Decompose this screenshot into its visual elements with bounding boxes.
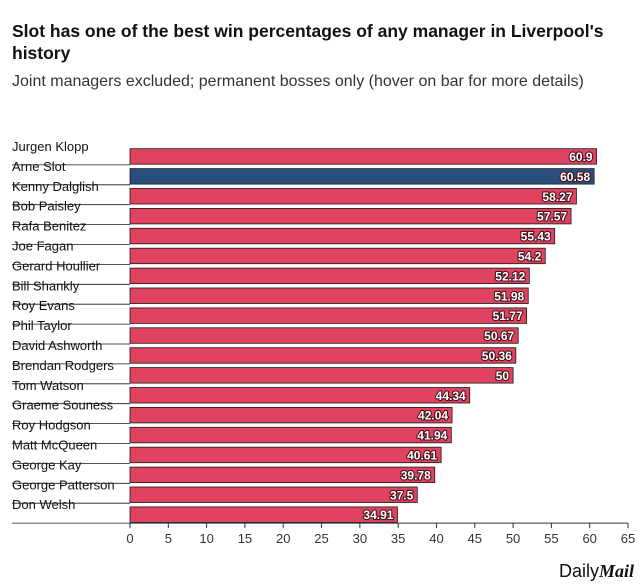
category-label-matt-mcqueen: Matt McQueen: [12, 438, 97, 453]
x-tick-label: 10: [199, 531, 213, 546]
bar-george-patterson[interactable]: [129, 486, 418, 503]
bar-value-label: 52.12: [495, 269, 525, 283]
bar-roy-evans[interactable]: [129, 307, 528, 324]
bar-value-label: 58.27: [542, 190, 572, 204]
x-tick-label: 60: [582, 531, 596, 546]
x-tick-label: 40: [429, 531, 443, 546]
category-label-arne-slot: Arne Slot: [12, 159, 66, 174]
bar-value-label: 37.5: [390, 488, 414, 502]
bar-kenny-dalglish[interactable]: [129, 188, 577, 205]
x-tick-label: 15: [238, 531, 252, 546]
x-tick-label: 65: [621, 531, 635, 546]
category-label-david-ashworth: David Ashworth: [12, 338, 102, 353]
bar-david-ashworth[interactable]: [129, 347, 517, 364]
category-label-tom-watson: Tom Watson: [12, 378, 84, 393]
category-label-don-welsh: Don Welsh: [12, 497, 75, 512]
bar-value-label: 54.2: [518, 249, 542, 263]
bar-roy-hodgson[interactable]: [129, 426, 452, 444]
bar-value-label: 50.36: [482, 349, 512, 363]
bar-joe-fagan[interactable]: [129, 247, 546, 265]
bar-jurgen-klopp[interactable]: [129, 148, 597, 165]
bar-value-label: 55.43: [521, 230, 551, 244]
x-tick-label: 45: [468, 531, 482, 546]
bar-rafa-benitez[interactable]: [129, 227, 556, 245]
x-tick-label: 50: [506, 531, 520, 546]
daily-mail-logo: DailyMail: [558, 561, 634, 581]
bar-value-label: 42.04: [418, 409, 448, 423]
bar-graeme-souness[interactable]: [129, 406, 453, 424]
bar-brendan-rodgers[interactable]: [129, 367, 514, 384]
bar-value-label: 60.58: [560, 170, 590, 184]
bar-arne-slot[interactable]: [129, 168, 595, 185]
chart-subtitle: Joint managers excluded; permanent bosse…: [12, 73, 584, 90]
bar-value-label: 44.34: [436, 389, 466, 403]
category-label-phil-taylor: Phil Taylor: [12, 318, 72, 333]
category-label-george-kay: George Kay: [12, 457, 82, 472]
bar-george-kay[interactable]: [129, 466, 436, 484]
x-tick-label: 20: [276, 531, 290, 546]
x-tick-label: 5: [165, 531, 172, 546]
x-tick-label: 55: [544, 531, 558, 546]
bar-gerard-houllier[interactable]: [129, 267, 530, 285]
category-label-bob-paisley: Bob Paisley: [12, 199, 81, 214]
category-label-gerard-houllier: Gerard Houllier: [12, 258, 101, 273]
bar-value-label: 60.9: [569, 150, 593, 164]
x-tick-label: 30: [353, 531, 367, 546]
bar-value-label: 39.78: [401, 468, 431, 482]
bar-value-label: 40.61: [407, 448, 437, 462]
category-label-roy-evans: Roy Evans: [12, 298, 75, 313]
bar-bob-paisley[interactable]: [129, 207, 572, 225]
bar-tom-watson[interactable]: [129, 387, 471, 404]
category-label-roy-hodgson: Roy Hodgson: [12, 418, 91, 433]
bar-phil-taylor[interactable]: [129, 327, 519, 344]
chart-title: Slot has one of the best win percentages…: [12, 21, 604, 63]
bar-value-label: 50: [496, 369, 510, 383]
bar-value-label: 51.98: [494, 289, 524, 303]
bar-value-label: 51.77: [493, 309, 523, 323]
bar-value-label: 41.94: [417, 429, 447, 443]
x-tick-label: 0: [126, 531, 133, 546]
x-tick-label: 35: [391, 531, 405, 546]
x-tick-label: 25: [314, 531, 328, 546]
bar-bill-shankly[interactable]: [129, 287, 529, 304]
bar-matt-mcqueen[interactable]: [129, 446, 442, 464]
category-label-brendan-rodgers: Brendan Rodgers: [12, 358, 114, 373]
bar-value-label: 50.67: [484, 329, 514, 343]
category-label-graeme-souness: Graeme Souness: [12, 398, 114, 413]
category-label-george-patterson: George Patterson: [12, 477, 115, 492]
bar-don-welsh[interactable]: [129, 506, 398, 523]
bar-value-label: 57.57: [537, 210, 567, 224]
category-label-joe-fagan: Joe Fagan: [12, 239, 73, 254]
category-label-kenny-dalglish: Kenny Dalglish: [12, 179, 99, 194]
category-label-bill-shankly: Bill Shankly: [12, 278, 80, 293]
bar-value-label: 34.91: [363, 508, 393, 522]
category-label-jurgen-klopp: Jurgen Klopp: [12, 139, 89, 154]
category-label-rafa-benitez: Rafa Benitez: [12, 219, 86, 234]
